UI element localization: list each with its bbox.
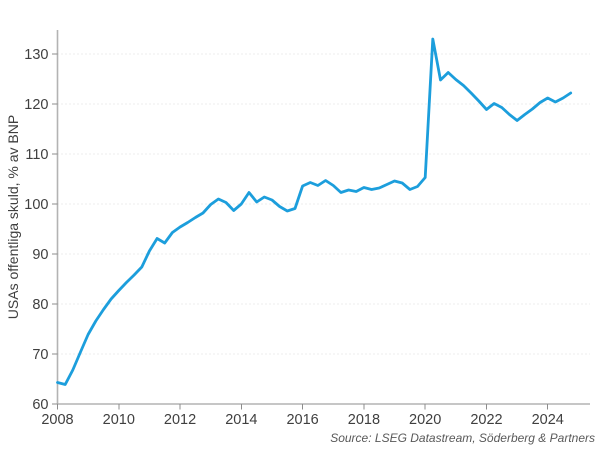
y-tick-label: 100 (24, 197, 48, 213)
x-tick-label: 2022 (470, 412, 502, 428)
y-tick-label: 70 (32, 347, 48, 363)
x-tick-label: 2008 (41, 412, 73, 428)
x-tick-label: 2016 (286, 412, 318, 428)
source-note: Source: LSEG Datastream, Söderberg & Par… (330, 431, 595, 445)
tick-labels: 60 70 80 90 100 110 120 130 2008 2010 2012 2014 2016… (24, 47, 564, 428)
debt-line-series (56, 37, 573, 386)
y-tick-label: 60 (32, 397, 48, 413)
y-tick-label: 110 (25, 147, 48, 163)
y-tick-label: 90 (32, 247, 48, 263)
series-polyline (56, 37, 573, 386)
y-tick-label: 120 (24, 97, 48, 113)
y-tick-label: 130 (24, 47, 48, 63)
x-tick-label: 2018 (348, 412, 380, 428)
x-tick-label: 2014 (225, 412, 257, 428)
axes (52, 30, 590, 410)
x-tick-label: 2020 (409, 412, 441, 428)
y-axis-title: USAs offentliga skuld, % av BNP (5, 115, 21, 319)
y-tick-label: 80 (32, 297, 48, 313)
x-tick-label: 2010 (103, 412, 135, 428)
x-tick-label: 2024 (532, 412, 564, 428)
grid-lines (57, 53, 590, 355)
x-tick-label: 2012 (164, 412, 196, 428)
